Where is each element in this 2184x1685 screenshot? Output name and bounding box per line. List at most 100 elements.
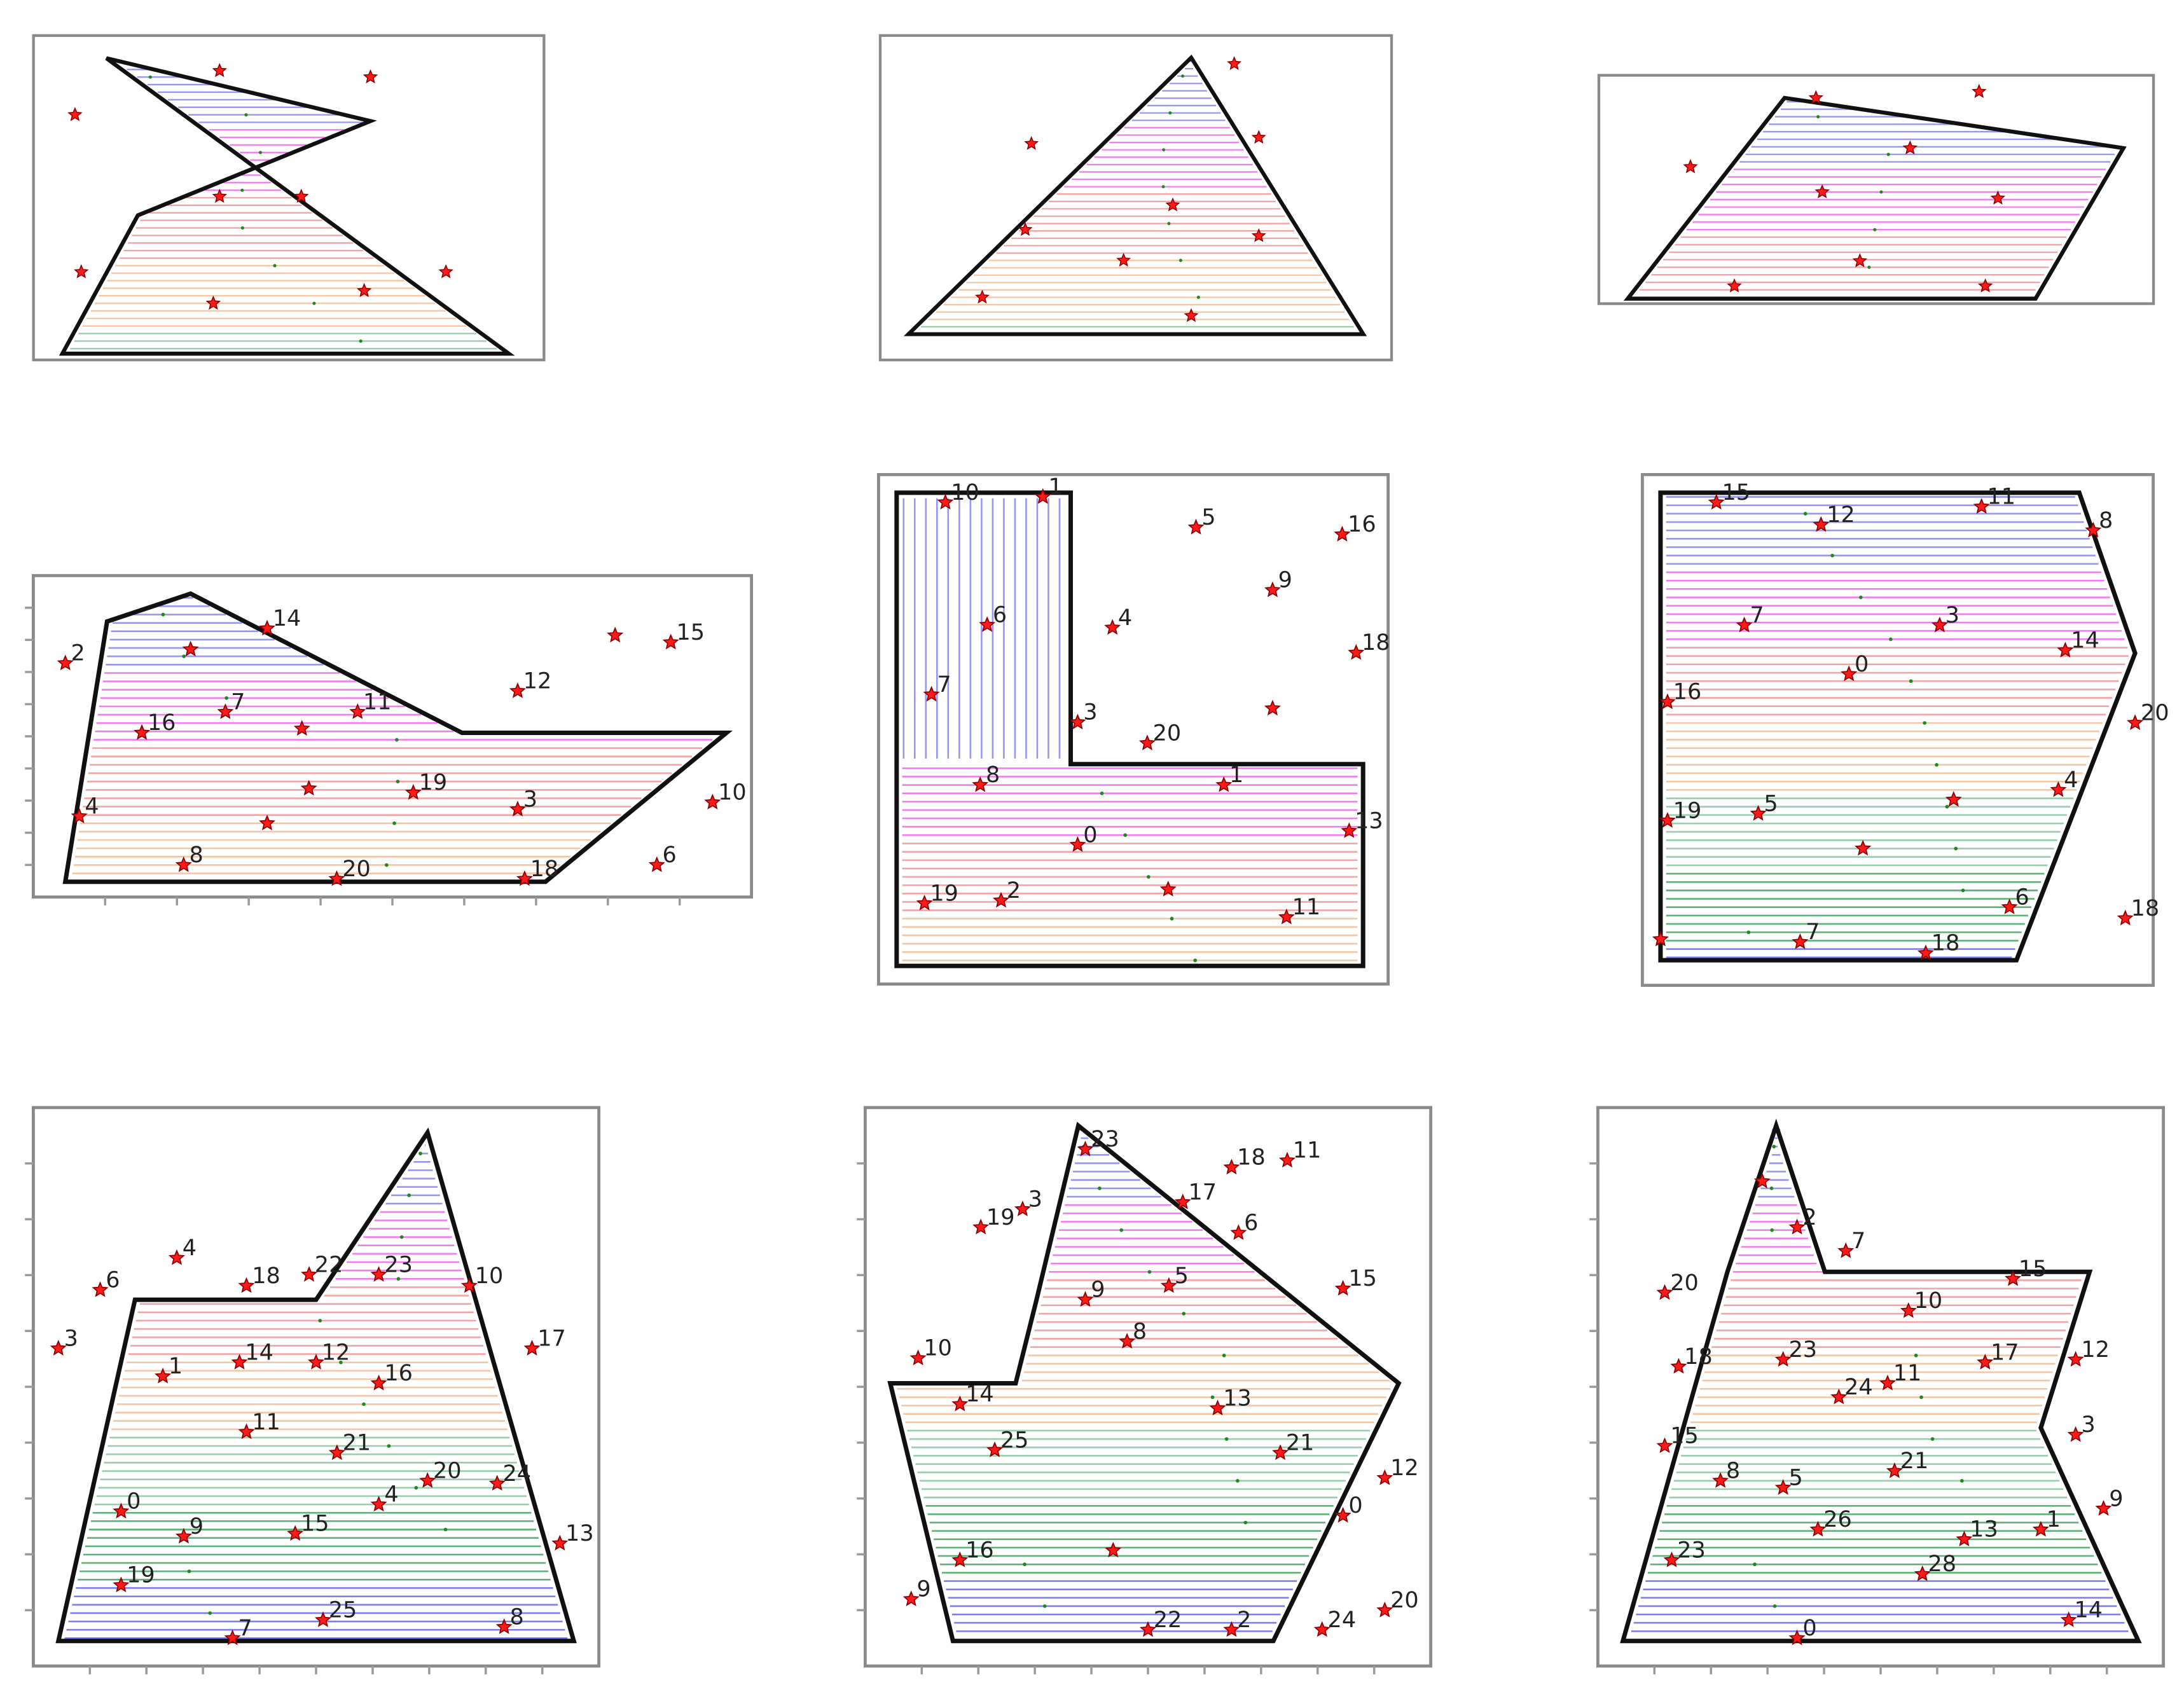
field-boundary — [887, 1122, 1402, 1644]
coverage-panel-6: 15 12 11 8 7 3 0 14 16 20 5 19 4 6 18 7 18 — [1640, 472, 2169, 987]
red-star-icon — [1774, 1351, 1792, 1367]
red-star-icon — [1972, 83, 1987, 99]
red-star-icon — [370, 1374, 387, 1391]
target-label: 7 — [1806, 919, 1820, 945]
red-star-icon — [168, 1249, 185, 1265]
target-label: 19 — [419, 770, 448, 795]
coverage-sweep-path — [1666, 496, 2129, 959]
target-label: 2 — [1007, 877, 1021, 904]
red-star-icon — [1334, 1279, 1351, 1296]
target-label: 14 — [273, 606, 301, 631]
red-star-icon — [300, 780, 317, 796]
waypoint-icon — [187, 1569, 191, 1574]
waypoint-icon — [443, 1527, 448, 1532]
waypoint-icon — [1098, 1186, 1102, 1190]
target-label: 13 — [1223, 1386, 1252, 1412]
red-star-icon — [1334, 525, 1351, 542]
red-star-icon — [370, 1496, 387, 1512]
coverage-sweep-path — [70, 61, 497, 350]
red-star-icon — [607, 626, 624, 643]
target-label: 18 — [1932, 930, 1960, 956]
target-label: 25 — [329, 1597, 357, 1623]
target-label: 18 — [1362, 629, 1390, 656]
red-star-icon — [182, 640, 199, 657]
waypoint-icon — [399, 1235, 404, 1239]
field-boundary — [62, 591, 733, 884]
plot-frame — [31, 574, 754, 899]
waypoint-icon — [1042, 1604, 1047, 1608]
waypoint-icon — [1243, 1520, 1248, 1525]
waypoint-icon — [359, 339, 363, 343]
target-label: 18 — [1237, 1145, 1266, 1171]
red-star-icon — [50, 1340, 67, 1356]
target-label: 23 — [384, 1251, 413, 1277]
target-label: 2 — [1237, 1607, 1251, 1633]
red-star-icon — [1900, 1302, 1917, 1318]
target-label: 1 — [1048, 474, 1062, 500]
red-star-icon — [1753, 1173, 1771, 1189]
red-star-icon — [516, 870, 533, 886]
waypoint-icon — [1935, 763, 1939, 767]
waypoint-icon — [1100, 791, 1104, 795]
red-star-icon — [2067, 1351, 2084, 1367]
target-label: 7 — [1750, 602, 1764, 628]
red-star-icon — [937, 493, 954, 510]
target-markers: 2 7 20 10 15 18 23 24 11 17 12 15 3 8 5 21 9 26 13 1 23 28 14 0 — [1656, 1173, 2123, 1646]
target-label: 21 — [1900, 1448, 1929, 1474]
red-star-icon — [1014, 1200, 1031, 1216]
red-star-icon — [307, 1354, 325, 1370]
waypoint-icon — [1773, 1604, 1777, 1608]
red-star-icon — [212, 62, 228, 78]
waypoint-icon — [1753, 1562, 1757, 1567]
red-star-icon — [212, 188, 228, 203]
target-label: 11 — [1293, 1138, 1322, 1164]
red-star-icon — [1139, 1621, 1157, 1637]
red-star-icon — [1348, 643, 1365, 660]
red-star-icon — [1788, 1629, 1806, 1646]
waypoint-icon — [1023, 1562, 1026, 1567]
waypoint-icon — [1873, 228, 1877, 231]
target-label: 13 — [565, 1520, 594, 1546]
waypoint-icon — [387, 1444, 391, 1448]
coverage-panel-3 — [1597, 74, 2155, 305]
target-label: 7 — [238, 1615, 252, 1641]
waypoint-icon — [1961, 888, 1965, 893]
target-label: 16 — [384, 1360, 413, 1386]
target-label: 24 — [1844, 1374, 1873, 1400]
red-star-icon — [57, 654, 74, 671]
red-star-icon — [1683, 159, 1698, 174]
target-label: 14 — [245, 1339, 273, 1365]
axis-ticks — [857, 1162, 1376, 1675]
waypoint-icon — [1196, 296, 1200, 299]
target-markers: 10 1 5 16 6 4 9 18 7 3 20 8 1 13 0 19 2 11 — [916, 474, 1390, 925]
coverage-sweep-path — [72, 596, 713, 874]
red-star-icon — [113, 1576, 130, 1593]
red-star-icon — [71, 808, 88, 823]
red-star-icon — [134, 724, 151, 740]
waypoint-icon — [1888, 637, 1893, 642]
red-star-icon — [1174, 1193, 1191, 1209]
target-label: 0 — [1802, 1615, 1816, 1641]
target-label: 11 — [1987, 483, 2015, 509]
field-boundary — [1620, 1118, 2142, 1644]
target-label: 12 — [1390, 1455, 1419, 1481]
red-star-icon — [113, 1503, 130, 1519]
waypoint-icon — [1919, 1395, 1923, 1400]
red-star-icon — [1750, 804, 1767, 821]
red-star-icon — [1708, 493, 1725, 510]
red-star-icon — [972, 776, 989, 792]
red-star-icon — [1119, 1333, 1136, 1349]
target-label: 14 — [965, 1381, 994, 1407]
red-star-icon — [1792, 933, 1809, 949]
coverage-panel-5: 10 1 5 16 6 4 9 18 7 3 20 8 1 13 0 19 2 11 — [876, 472, 1390, 986]
waypoint-icon — [1147, 1270, 1152, 1274]
red-star-icon — [1914, 1565, 1931, 1581]
red-star-icon — [1272, 1444, 1289, 1461]
red-star-icon — [1886, 1462, 1903, 1478]
red-star-icon — [1341, 822, 1358, 838]
waypoint-icon — [1830, 553, 1834, 558]
red-star-icon — [2057, 642, 2074, 657]
target-markers: 15 2 14 12 16 7 11 19 3 10 4 8 20 18 6 — [57, 606, 747, 886]
waypoint-icon — [1992, 1520, 1996, 1525]
